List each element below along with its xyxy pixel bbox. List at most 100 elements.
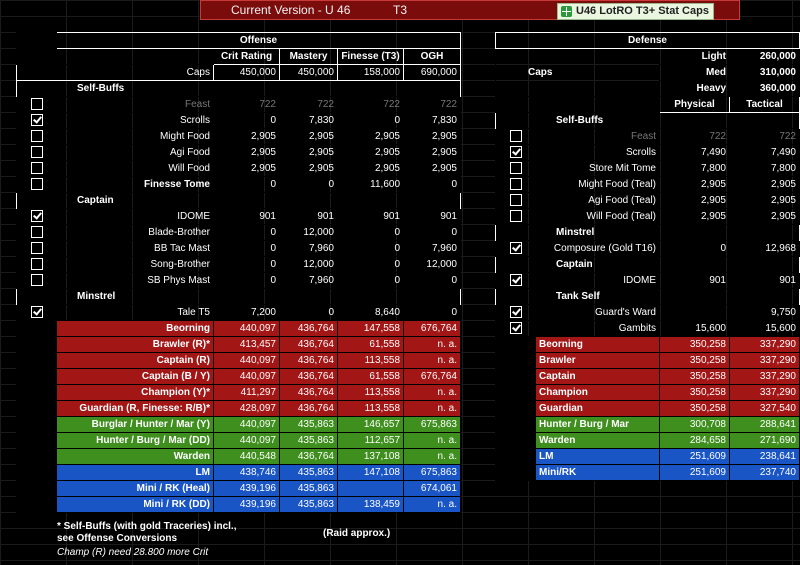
result-row: Brawler 350,258 337,290 xyxy=(495,352,800,369)
checkbox[interactable] xyxy=(30,129,43,142)
buff-value: 7,800 xyxy=(659,160,730,177)
buff-value: 12,000 xyxy=(279,256,338,273)
spacer-cell xyxy=(495,96,536,113)
checkbox-cell xyxy=(495,176,536,193)
checkbox[interactable] xyxy=(30,161,43,174)
class-label: Warden xyxy=(535,432,660,449)
checkbox[interactable] xyxy=(30,97,43,110)
checkbox[interactable] xyxy=(509,177,522,190)
buff-row: IDOME 901 901 xyxy=(495,272,800,289)
buff-value: 12,000 xyxy=(279,224,338,241)
result-value: 113,558 xyxy=(337,352,404,369)
buff-row: SB Phys Mast 0 7,960 0 0 xyxy=(16,272,461,289)
buff-row: Store Mit Tome 7,800 7,800 xyxy=(495,160,800,177)
checkbox-cell xyxy=(495,160,536,177)
buff-row: Tale T5 7,200 0 8,640 0 xyxy=(16,304,461,321)
buff-label: Might Food (Teal) xyxy=(535,176,660,193)
buff-row: Scrolls 7,490 7,490 xyxy=(495,144,800,161)
checkbox[interactable] xyxy=(509,129,522,142)
checkbox[interactable] xyxy=(509,193,522,206)
checkbox[interactable] xyxy=(30,145,43,158)
offense-table: Offense Crit Rating Mastery Finesse (T3) OGH… xyxy=(16,32,461,513)
result-value: 251,609 xyxy=(659,464,730,481)
checkbox[interactable] xyxy=(509,305,522,318)
spacer-cell xyxy=(16,368,57,385)
spacer-cell xyxy=(16,320,57,337)
checkbox[interactable] xyxy=(509,241,522,254)
checkbox[interactable] xyxy=(30,305,43,318)
buff-value: 0 xyxy=(279,176,338,193)
spacer-cell xyxy=(495,400,536,417)
checkbox[interactable] xyxy=(30,113,43,126)
result-value: 61,558 xyxy=(337,368,404,385)
result-value: 327,540 xyxy=(729,400,800,417)
buff-label: Feast xyxy=(56,96,214,113)
spacer-cell xyxy=(16,64,57,81)
result-value: 440,097 xyxy=(213,352,280,369)
buff-value: 722 xyxy=(337,96,404,113)
checkbox[interactable] xyxy=(30,257,43,270)
result-value xyxy=(337,480,404,497)
spacer-cell xyxy=(495,368,536,385)
checkbox[interactable] xyxy=(30,209,43,222)
checkbox[interactable] xyxy=(509,273,522,286)
offense-caps-row: Caps 450,000 450,000 158,000 690,000 xyxy=(16,64,461,81)
buff-value: 0 xyxy=(337,256,404,273)
checkbox-cell xyxy=(495,192,536,209)
result-value: 436,764 xyxy=(279,352,338,369)
checkbox[interactable] xyxy=(509,209,522,222)
buff-row: Blade-Brother 0 12,000 0 0 xyxy=(16,224,461,241)
result-value: 436,764 xyxy=(279,336,338,353)
buff-label: Guard's Ward xyxy=(535,304,660,321)
buff-value: 0 xyxy=(337,240,404,257)
result-row: Captain 350,258 337,290 xyxy=(495,368,800,385)
spacer-cell xyxy=(495,448,536,465)
spacer-cell xyxy=(16,48,57,65)
checkbox[interactable] xyxy=(509,321,522,334)
badge-label: U46 LotRO T3+ Stat Caps xyxy=(576,5,709,17)
buff-label: Composure (Gold T16) xyxy=(535,240,660,257)
result-value: 676,764 xyxy=(403,368,461,385)
buff-value: 0 xyxy=(213,272,280,289)
checkbox[interactable] xyxy=(30,273,43,286)
buff-label: Finesse Tome xyxy=(56,176,214,193)
result-value: 438,746 xyxy=(213,464,280,481)
result-row: Hunter / Burg / Mar (DD) 440,097 435,863 11… xyxy=(16,432,461,449)
spacer-cell xyxy=(16,432,57,449)
checkbox[interactable] xyxy=(30,225,43,238)
defense-title: Defense xyxy=(495,32,800,49)
checkbox-cell xyxy=(16,128,57,145)
buff-value: 2,905 xyxy=(337,144,404,161)
stat-caps-badge[interactable]: U46 LotRO T3+ Stat Caps xyxy=(557,3,714,20)
result-row: Guardian (R, Finesse: R/B)* 428,097 436,76… xyxy=(16,400,461,417)
class-label: Brawler (R)* xyxy=(56,336,214,353)
checkbox[interactable] xyxy=(509,145,522,158)
buff-label: Store Mit Tome xyxy=(535,160,660,177)
checkbox[interactable] xyxy=(509,161,522,174)
spacer-cell xyxy=(16,352,57,369)
class-label: Captain xyxy=(535,368,660,385)
buff-row: Composure (Gold T16) 0 12,968 xyxy=(495,240,800,257)
result-value: n. a. xyxy=(403,384,461,401)
buff-value: 0 xyxy=(403,176,461,193)
checkbox[interactable] xyxy=(30,177,43,190)
class-label: LM xyxy=(56,464,214,481)
section-title: Minstrel xyxy=(16,288,461,305)
buff-row: Finesse Tome 0 0 11,600 0 xyxy=(16,176,461,193)
result-value: 147,558 xyxy=(337,320,404,337)
result-value: 436,764 xyxy=(279,400,338,417)
result-value: 113,558 xyxy=(337,384,404,401)
buff-value: 2,905 xyxy=(403,128,461,145)
result-value: n. a. xyxy=(403,496,461,513)
checkbox-cell xyxy=(495,208,536,225)
result-value: 435,863 xyxy=(279,464,338,481)
class-label: Champion (Y)* xyxy=(56,384,214,401)
checkbox-cell xyxy=(16,304,57,321)
result-row: Mini / RK (DD) 439,196 435,863 138,459 n. a. xyxy=(16,496,461,513)
class-label: Guardian xyxy=(535,400,660,417)
checkbox-cell xyxy=(16,256,57,273)
checkbox[interactable] xyxy=(30,241,43,254)
buff-value: 722 xyxy=(279,96,338,113)
checkbox-cell xyxy=(495,272,536,289)
result-value: 251,609 xyxy=(659,448,730,465)
